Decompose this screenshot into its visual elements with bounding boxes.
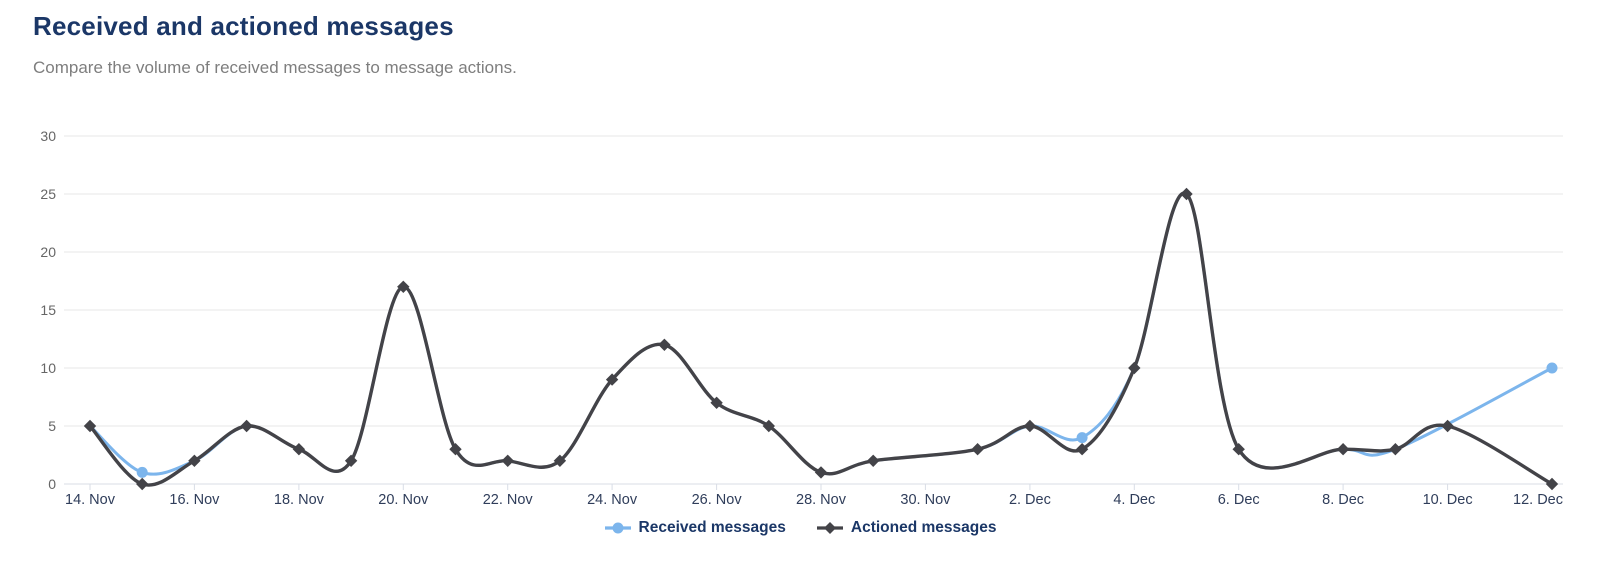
x-axis-label: 2. Dec <box>1009 492 1051 508</box>
data-point-actioned[interactable] <box>188 454 201 467</box>
data-point-actioned[interactable] <box>136 477 149 491</box>
diamond-marker-icon <box>816 522 843 534</box>
y-axis-label: 25 <box>40 186 56 202</box>
chart-legend: Received messages Actioned messages <box>0 519 1600 537</box>
x-axis-label: 16. Nov <box>169 492 220 508</box>
data-point-received[interactable] <box>1076 432 1088 444</box>
data-point-actioned[interactable] <box>605 373 619 386</box>
data-point-actioned[interactable] <box>658 338 671 351</box>
data-point-actioned[interactable] <box>1336 443 1350 456</box>
data-point-actioned[interactable] <box>1545 477 1559 491</box>
data-point-actioned[interactable] <box>971 443 984 456</box>
x-axis-label: 10. Dec <box>1423 492 1473 508</box>
data-point-actioned[interactable] <box>449 443 462 456</box>
data-point-actioned[interactable] <box>814 466 828 479</box>
x-axis-label: 24. Nov <box>587 492 638 508</box>
y-axis-label: 10 <box>40 360 56 376</box>
data-point-actioned[interactable] <box>553 454 567 467</box>
data-point-actioned[interactable] <box>762 419 775 433</box>
chart-subtitle: Compare the volume of received messages … <box>33 58 517 77</box>
data-point-actioned[interactable] <box>867 454 880 467</box>
data-point-actioned[interactable] <box>1441 419 1454 433</box>
y-axis-label: 30 <box>40 128 56 144</box>
data-point-actioned[interactable] <box>1023 419 1037 433</box>
data-point-actioned[interactable] <box>344 454 358 467</box>
data-point-actioned[interactable] <box>1128 361 1141 375</box>
data-point-actioned[interactable] <box>1389 443 1402 456</box>
data-point-received[interactable] <box>1546 362 1558 374</box>
y-axis-label: 5 <box>48 418 56 434</box>
data-point-actioned[interactable] <box>710 396 723 409</box>
data-point-actioned[interactable] <box>1232 443 1245 456</box>
x-axis-label: 30. Nov <box>900 492 951 508</box>
data-point-received[interactable] <box>136 466 148 478</box>
data-point-actioned[interactable] <box>240 419 253 433</box>
x-axis-label: 6. Dec <box>1218 492 1260 508</box>
x-axis-label: 26. Nov <box>692 492 743 508</box>
data-point-actioned[interactable] <box>1075 443 1089 456</box>
x-axis-label: 4. Dec <box>1113 492 1155 508</box>
x-axis-label: 22. Nov <box>483 492 534 508</box>
data-point-actioned[interactable] <box>397 280 410 293</box>
circle-marker-icon <box>604 522 631 534</box>
data-point-actioned[interactable] <box>501 454 514 467</box>
y-axis-label: 15 <box>40 302 56 318</box>
legend-label-actioned: Actioned messages <box>850 519 997 536</box>
series-line-actioned[interactable] <box>88 191 1554 487</box>
y-axis-label: 0 <box>48 476 56 492</box>
x-axis-label: 28. Nov <box>796 492 847 508</box>
legend-item-actioned[interactable]: Actioned messages <box>816 519 997 537</box>
x-axis-label: 18. Nov <box>274 492 325 508</box>
legend-label-received: Received messages <box>638 519 786 536</box>
x-axis-label: 20. Nov <box>378 492 429 508</box>
data-point-actioned[interactable] <box>1180 187 1193 201</box>
x-axis-label: 8. Dec <box>1322 492 1364 508</box>
x-axis-label: 14. Nov <box>65 492 116 508</box>
data-point-actioned[interactable] <box>83 419 97 433</box>
x-axis-label: 12. Dec <box>1513 492 1563 508</box>
data-point-actioned[interactable] <box>292 443 306 456</box>
legend-item-received[interactable]: Received messages <box>604 519 786 537</box>
series-line-received[interactable] <box>88 191 1554 476</box>
chart-title: Received and actioned messages <box>33 11 454 41</box>
y-axis-label: 20 <box>40 244 56 260</box>
